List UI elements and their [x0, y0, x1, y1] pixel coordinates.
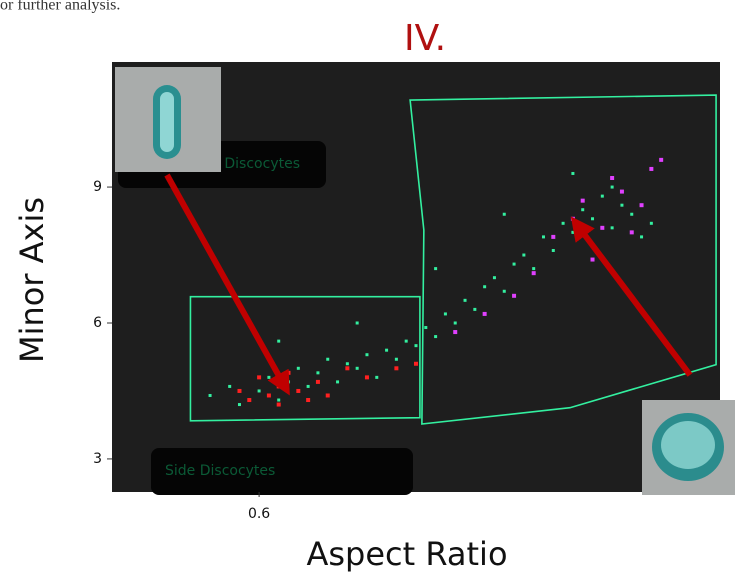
point [345, 362, 349, 366]
point [306, 384, 310, 388]
point [610, 226, 614, 230]
point [591, 217, 595, 221]
point [482, 311, 487, 316]
point [325, 393, 330, 398]
point [630, 212, 634, 216]
point [276, 384, 281, 389]
point [286, 370, 291, 375]
x-tick-label: 0.6 [248, 506, 270, 522]
point [385, 348, 389, 352]
gate-label: Side Discocytes [165, 463, 275, 479]
point [355, 366, 359, 370]
point [424, 326, 428, 330]
cell-image [642, 400, 735, 495]
arrow [570, 216, 693, 377]
point [551, 234, 556, 239]
point [483, 285, 487, 289]
caption-fragment: or further analysis. [0, 0, 120, 14]
point [257, 389, 261, 393]
gate-label: Discocytes [224, 156, 300, 172]
point [276, 402, 281, 407]
point [443, 312, 447, 316]
point [640, 235, 644, 239]
point [620, 203, 624, 207]
point [649, 221, 653, 225]
point [600, 194, 604, 198]
y-tick-label: 3 [93, 451, 102, 467]
point [434, 335, 438, 339]
point [365, 353, 369, 357]
legend-box [151, 448, 413, 495]
chart-title: IV. [404, 18, 446, 59]
point [257, 375, 262, 380]
point [512, 293, 517, 298]
point [551, 248, 555, 252]
point [296, 388, 301, 393]
point [512, 262, 516, 266]
point [502, 289, 506, 293]
point [208, 393, 212, 397]
point [355, 321, 359, 325]
point [541, 235, 545, 239]
point [453, 321, 457, 325]
point [237, 403, 241, 407]
point [531, 271, 536, 276]
point [571, 230, 575, 234]
point [414, 344, 418, 348]
point [315, 379, 320, 384]
point [629, 230, 634, 235]
point [277, 339, 281, 343]
point [266, 393, 271, 398]
point [287, 380, 291, 384]
x-axis-label: Aspect Ratio [306, 535, 507, 573]
point [296, 366, 300, 370]
point [610, 185, 614, 189]
y-axis-label: Minor Axis [13, 197, 51, 363]
point [639, 203, 644, 208]
point [434, 267, 438, 271]
y-tick-label: 9 [93, 179, 102, 195]
arrow [164, 173, 290, 396]
point [394, 357, 398, 361]
point [306, 398, 311, 403]
point [590, 257, 595, 262]
point [364, 375, 369, 380]
point [571, 171, 575, 175]
point [502, 212, 506, 216]
gate [189, 295, 421, 422]
point [237, 388, 242, 393]
point [570, 216, 575, 221]
point [404, 339, 408, 343]
point [492, 276, 496, 280]
point [473, 307, 477, 311]
point [610, 175, 615, 180]
point [375, 375, 379, 379]
point [247, 398, 252, 403]
point [453, 330, 458, 335]
point [228, 384, 232, 388]
point [326, 357, 330, 361]
point [277, 398, 281, 402]
point [532, 267, 536, 271]
point [394, 366, 399, 371]
point [345, 366, 350, 371]
point [463, 298, 467, 302]
point [619, 189, 624, 194]
point [414, 361, 418, 366]
point [267, 375, 271, 379]
point [336, 380, 340, 384]
gate [409, 94, 717, 425]
point [522, 253, 526, 257]
plot [189, 94, 717, 425]
point [649, 166, 654, 171]
y-tick-label: 6 [93, 315, 102, 331]
point [580, 198, 585, 203]
point [600, 225, 605, 230]
cell-image [115, 67, 221, 172]
point [659, 157, 664, 162]
point [316, 371, 320, 375]
point [561, 221, 565, 225]
point [581, 208, 585, 212]
